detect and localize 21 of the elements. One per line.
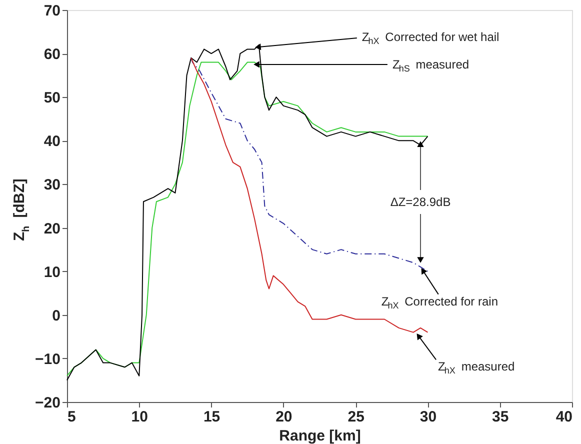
y-tick-label: 20 <box>44 220 60 238</box>
x-tick-label: 10 <box>131 408 148 426</box>
y-tick-label: 0 <box>52 307 60 324</box>
y-tick-label: 60 <box>44 46 60 64</box>
x-tick-label: 25 <box>348 408 364 426</box>
y-tick-label: 50 <box>44 90 60 107</box>
y-axis-title: Zh [dBZ] <box>11 178 32 241</box>
y-tick-label: −10 <box>35 350 60 368</box>
x-tick-label: 5 <box>68 408 76 426</box>
y-tick-label: 70 <box>44 2 60 20</box>
x-axis-title: Range [km] <box>279 428 361 444</box>
x-tick-label: 40 <box>556 408 572 426</box>
y-tick-label: 30 <box>44 176 60 194</box>
x-tick-label: 30 <box>420 408 437 426</box>
x-tick-label: 20 <box>276 408 292 426</box>
x-tick-label: 15 <box>203 408 220 426</box>
y-tick-label: 40 <box>44 133 60 150</box>
y-tick-label: 10 <box>44 264 60 281</box>
annotation: ΔZ=28.9dB <box>390 195 451 210</box>
y-tick-label: −20 <box>35 394 60 412</box>
x-tick-label: 35 <box>492 408 509 426</box>
